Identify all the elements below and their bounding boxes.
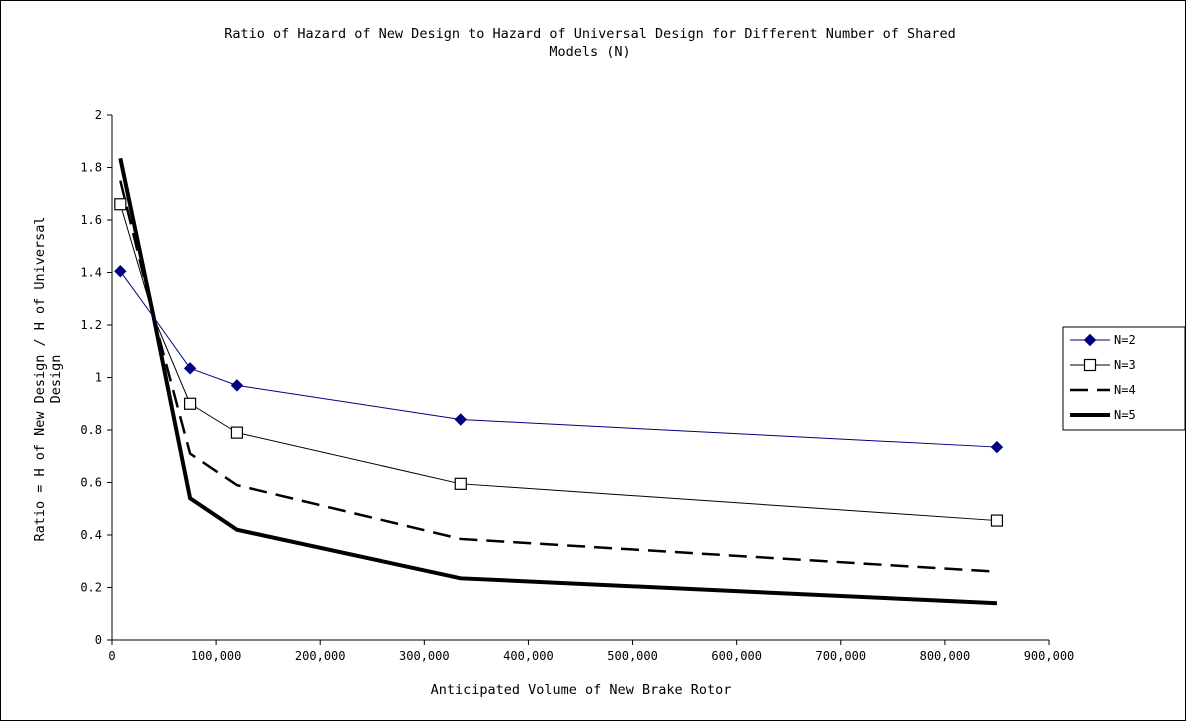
legend-label-n-5: N=5	[1114, 408, 1136, 422]
chart-title-line-2: Models (N)	[549, 44, 630, 60]
y-tick-label: 0.2	[80, 581, 102, 595]
legend-marker-n-3	[1083, 358, 1097, 372]
series-line-n-3	[119, 204, 997, 522]
y-tick-label: 0	[95, 633, 102, 647]
x-tick-label: 500,000	[607, 649, 658, 663]
legend: N=2 N=3 N=4 N=5	[1062, 326, 1186, 431]
data-point-n-2	[114, 264, 127, 278]
y-tick-label: 2	[95, 108, 102, 122]
plot-area: 0 0.2 0.4 0.6 0.8 1 1.2 1.4 1.6 1.8 2 0 100,000 200,0…	[80, 108, 1074, 663]
x-axis-title: Anticipated Volume of New Brake Rotor	[431, 682, 732, 698]
legend-label-n-3: N=3	[1114, 358, 1136, 372]
x-tick-label: 100,000	[191, 649, 242, 663]
data-point-n-3	[454, 477, 467, 490]
y-axis-title-line-2: Design	[48, 355, 64, 404]
y-tick-label: 0.8	[80, 423, 102, 437]
x-tick-label: 300,000	[399, 649, 450, 663]
legend-label-n-2: N=2	[1114, 333, 1136, 347]
series-line-n-4	[119, 180, 998, 573]
legend-label-n-4: N=4	[1114, 383, 1136, 397]
y-tick-label: 0.4	[80, 528, 102, 542]
series-line-n-5	[118, 157, 998, 606]
data-point-n-3	[230, 426, 244, 439]
data-point-n-2	[230, 379, 244, 392]
data-point-n-3	[183, 397, 197, 410]
data-point-n-2	[990, 440, 1004, 454]
x-tick-label: 200,000	[295, 649, 346, 663]
data-point-n-3	[114, 198, 127, 211]
y-tick-label: 0.6	[80, 476, 102, 490]
y-tick-label: 1.6	[80, 213, 102, 227]
x-tick-label: 0	[108, 649, 115, 663]
x-tick-label: 600,000	[711, 649, 762, 663]
data-point-n-3	[990, 514, 1004, 527]
y-tick-label: 1.4	[80, 266, 102, 280]
y-axis-title-line-1: Ratio = H of New Design / H of Universal	[32, 216, 48, 541]
x-tick-label: 400,000	[503, 649, 554, 663]
chart-title-line-1: Ratio of Hazard of New Design to Hazard …	[224, 26, 956, 42]
series-line-n-2	[119, 270, 997, 448]
data-point-n-2	[183, 362, 197, 375]
y-tick-label: 1	[95, 371, 102, 385]
legend-box	[1062, 326, 1186, 431]
x-tick-label: 900,000	[1024, 649, 1075, 663]
legend-marker-n-2	[1083, 333, 1097, 347]
x-tick-label: 800,000	[920, 649, 971, 663]
y-tick-label: 1.8	[80, 161, 102, 175]
data-point-n-2	[454, 413, 467, 426]
x-tick-label: 700,000	[815, 649, 866, 663]
y-tick-label: 1.2	[80, 318, 102, 332]
